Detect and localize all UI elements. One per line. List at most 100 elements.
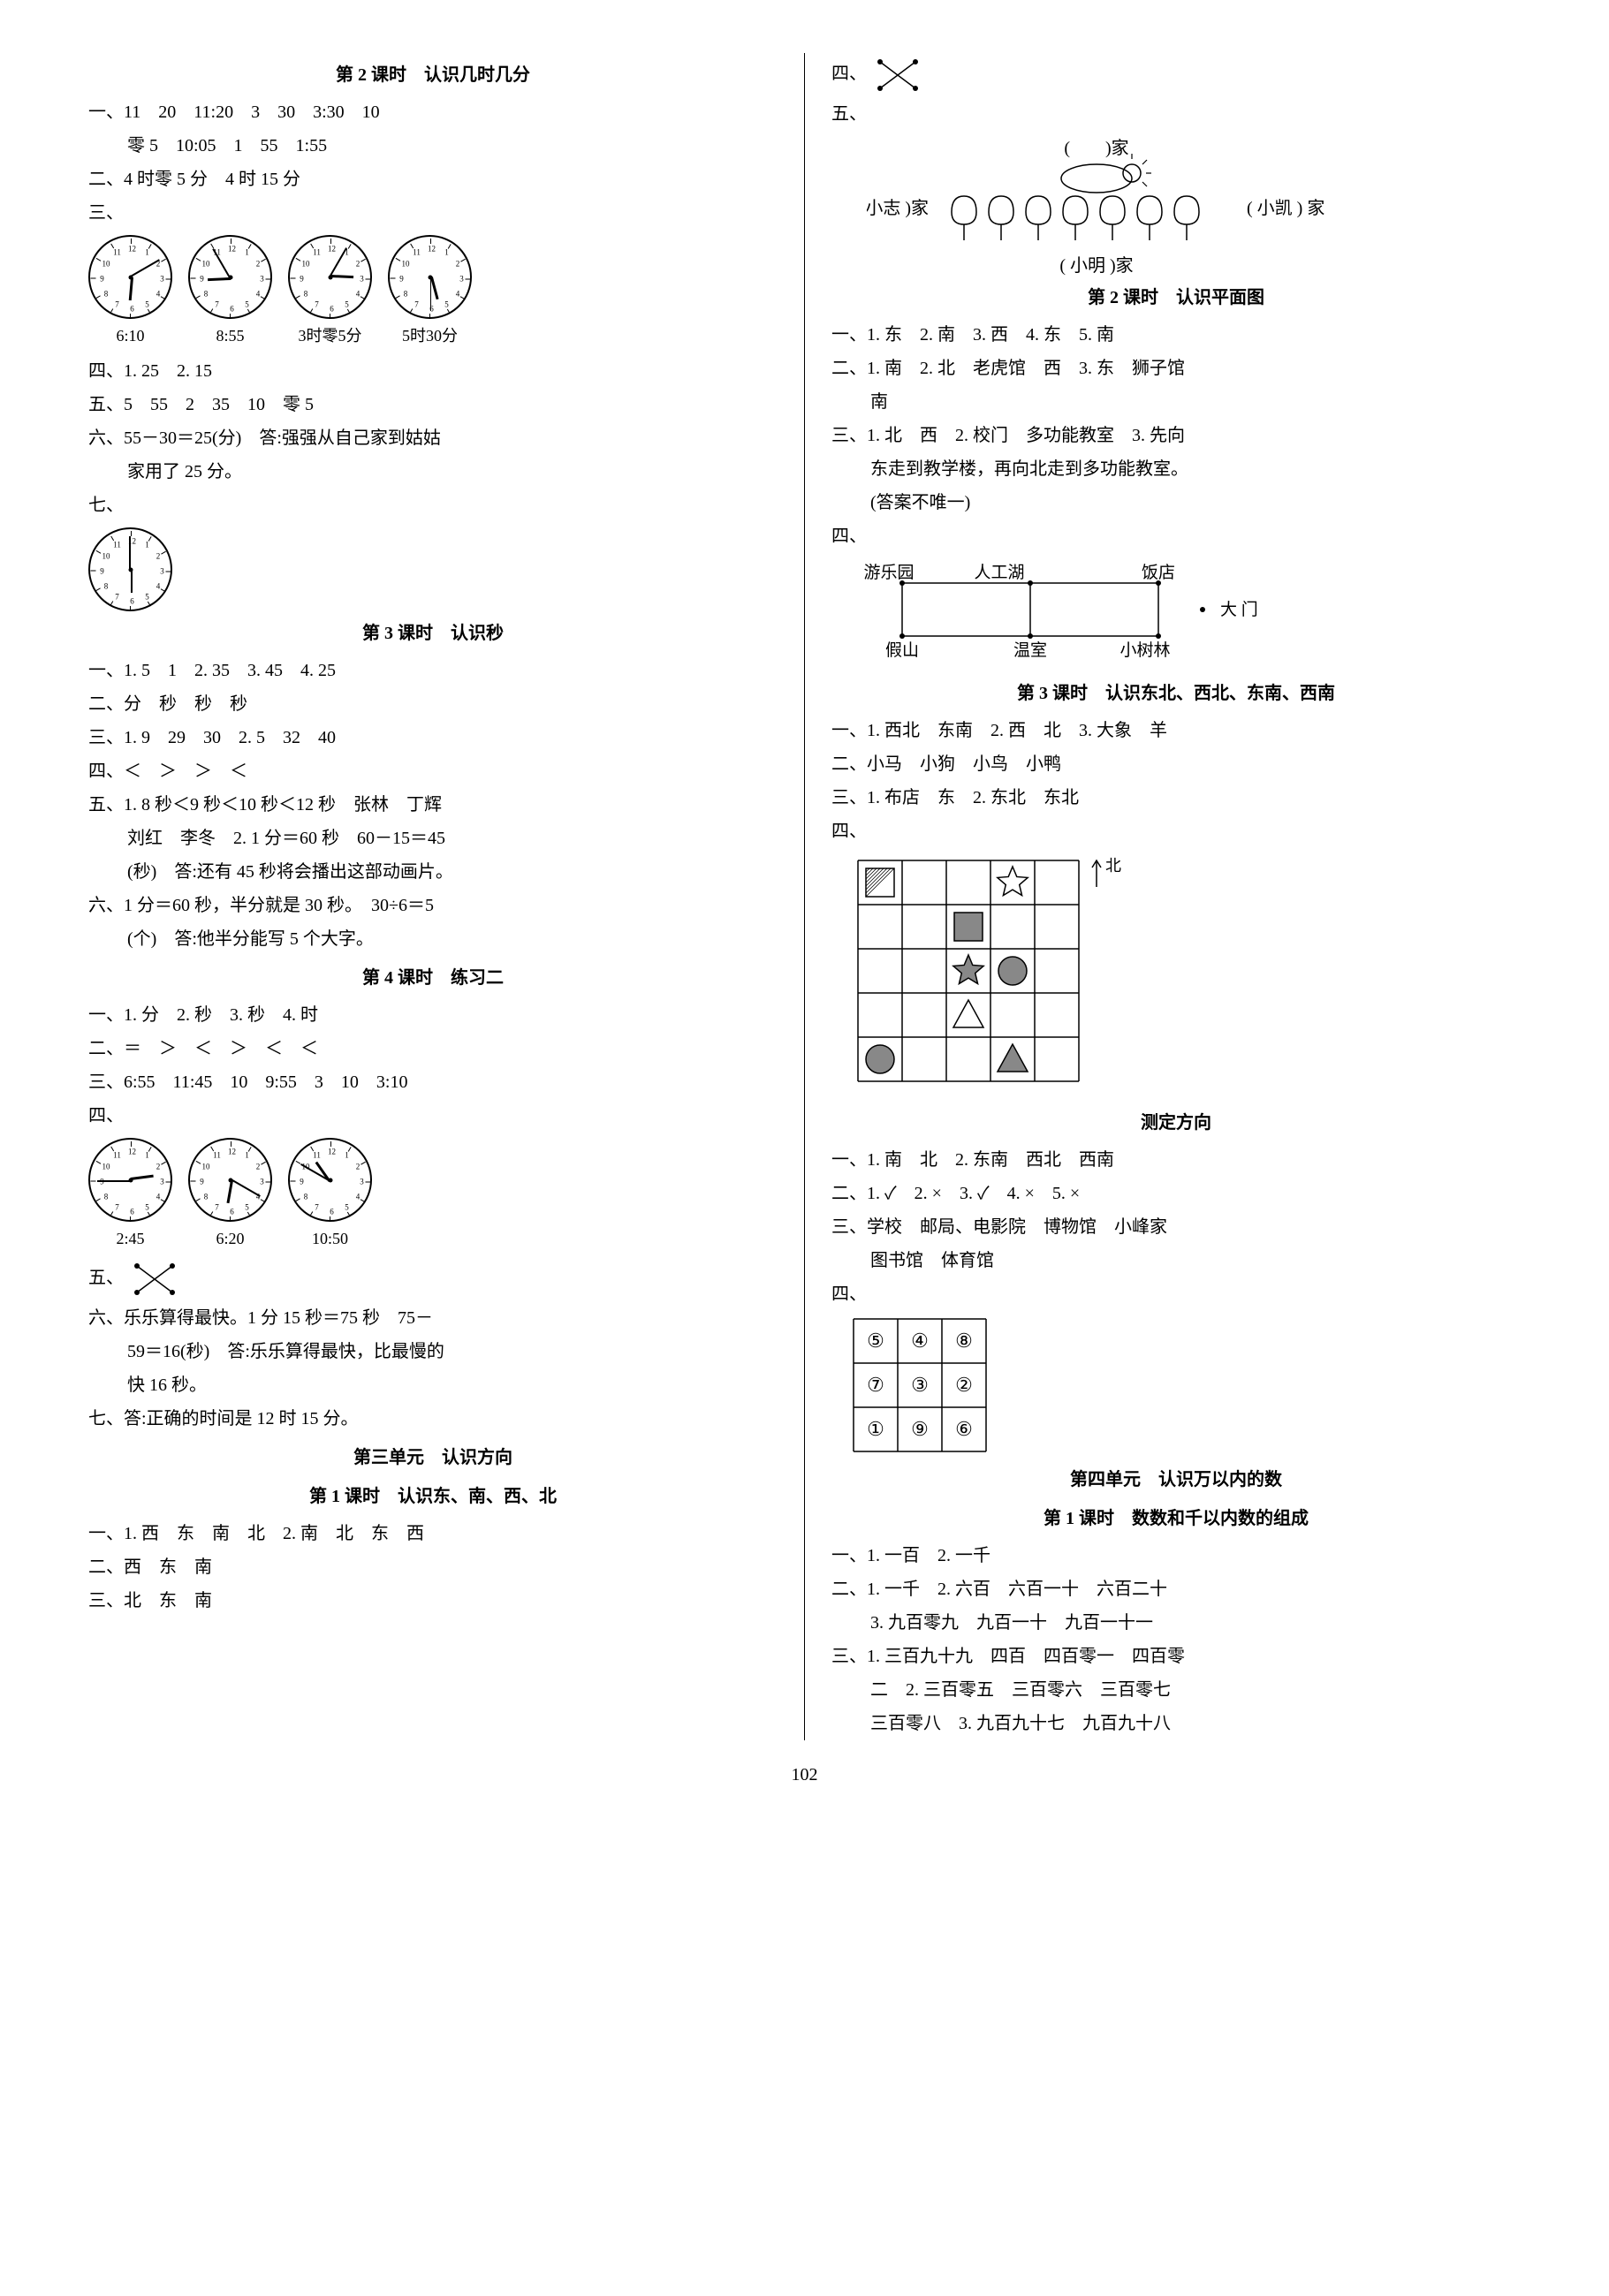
clock-label: 2:45	[116, 1224, 144, 1254]
house-top-label: ( )家	[1064, 138, 1128, 158]
svg-text:⑨: ⑨	[911, 1418, 929, 1440]
text-line: 东走到教学楼，再向北走到多功能教室。	[831, 452, 1521, 486]
section-title: 第 2 课时 认识平面图	[831, 281, 1521, 314]
text-line: 南	[831, 385, 1521, 419]
clock-label: 6:20	[216, 1224, 244, 1254]
number-table: ⑤④⑧⑦③②①⑨⑥	[849, 1315, 999, 1456]
text-line: 一、1. 一百 2. 一千	[831, 1539, 1521, 1572]
clock: 12123456789101110:50	[288, 1138, 372, 1254]
text-line: 三、6:55 11:45 10 9:55 3 10 3:10	[88, 1065, 778, 1099]
text-line: 3. 九百零九 九百一十 九百一十一	[831, 1606, 1521, 1640]
text-line: 二、1. ✓ 2. × 3. ✓ 4. × 5. ×	[831, 1177, 1521, 1210]
row-four: 四、	[831, 815, 1521, 848]
text-line: 二、分 秒 秒 秒	[88, 687, 778, 721]
row-five: 五、	[88, 1257, 778, 1301]
clock: 1212345678910118:55	[188, 235, 272, 351]
svg-text:⑧: ⑧	[955, 1330, 973, 1352]
column-divider	[804, 53, 805, 1740]
direction-grid: 北	[849, 852, 1132, 1099]
unit-title: 第三单元 认识方向	[88, 1441, 778, 1474]
clock-label: 3时零5分	[299, 321, 362, 351]
text-line: 一、1. 南 北 2. 东南 西北 西南	[831, 1143, 1521, 1177]
row-label: 三、	[88, 203, 124, 223]
text-line: 一、1. 东 2. 南 3. 西 4. 东 5. 南	[831, 318, 1521, 352]
text-line: 一、1. 西 东 南 北 2. 南 北 东 西	[88, 1517, 778, 1550]
text-line: 三、1. 9 29 30 2. 5 32 40	[88, 721, 778, 754]
clock-label: 6:10	[116, 321, 144, 351]
text-line: 六、1 分＝60 秒，半分就是 30 秒。 30÷6＝5	[88, 889, 778, 922]
text-line: (个) 答:他半分能写 5 个大字。	[88, 922, 778, 956]
text-line: 二、1. 南 2. 北 老虎馆 西 3. 东 狮子馆	[831, 352, 1521, 385]
clock-label: 10:50	[312, 1224, 348, 1254]
text-line: 二、小马 小狗 小鸟 小鸭	[831, 747, 1521, 781]
text-line: 五、1. 8 秒＜9 秒＜10 秒＜12 秒 张林 丁辉	[88, 788, 778, 822]
clock-row: 121234567891011	[88, 527, 778, 611]
text-line: 三、1. 布店 东 2. 东北 东北	[831, 781, 1521, 815]
row-label: 五、	[831, 104, 867, 124]
row-label: 四、	[88, 1106, 124, 1125]
row-label: 四、	[831, 64, 867, 84]
row-seven: 七、	[88, 489, 778, 522]
text-line: 刘红 李冬 2. 1 分＝60 秒 60－15＝45	[88, 822, 778, 855]
house-diagram: ( )家 ( 小志 )家 ( 小凯 ) 家 ( 小明 )家	[867, 134, 1326, 276]
svg-text:小树林: 小树林	[1119, 640, 1170, 660]
text-line: 四、1. 25 2. 15	[88, 354, 778, 388]
text-line: 一、11 20 11:20 3 30 3:30 10	[88, 95, 778, 129]
text-line: 六、乐乐算得最快。1 分 15 秒＝75 秒 75－	[88, 1301, 778, 1335]
svg-text:游乐园: 游乐园	[863, 563, 914, 582]
page-number: 102	[88, 1758, 1521, 1792]
section-title: 第 1 课时 认识东、南、西、北	[88, 1480, 778, 1513]
svg-text:大 门: 大 门	[1220, 600, 1258, 619]
row-four: 四、	[831, 1277, 1521, 1311]
text-line: 三百零八 3. 九百九十七 九百九十八	[831, 1707, 1521, 1740]
text-line: 三、北 东 南	[88, 1584, 778, 1618]
text-line: 四、＜ ＞ ＞ ＜	[88, 754, 778, 788]
text-line: 二、1. 一千 2. 六百 六百一十 六百二十	[831, 1572, 1521, 1606]
section-title: 第 4 课时 练习二	[88, 961, 778, 995]
map-diagram: 游乐园 人工湖 饭店 大 门 假山 温室 小树林	[849, 557, 1291, 671]
clock: 1212345678910116:10	[88, 235, 172, 351]
text-line: 二、4 时零 5 分 4 时 15 分	[88, 163, 778, 196]
cross-icon	[871, 53, 924, 97]
svg-text:③: ③	[911, 1374, 929, 1396]
text-line: 59＝16(秒) 答:乐乐算得最快，比最慢的	[88, 1335, 778, 1368]
clock-row: 1212345678910116:101212345678910118:5512…	[88, 235, 778, 351]
clock: 121234567891011	[88, 527, 172, 611]
unit-title: 第四单元 认识万以内的数	[831, 1463, 1521, 1497]
section-title: 第 3 课时 认识东北、西北、东南、西南	[831, 677, 1521, 710]
svg-text:⑤: ⑤	[867, 1330, 884, 1352]
row-label: 四、	[831, 527, 867, 546]
section-title: 第 2 课时 认识几时几分	[88, 58, 778, 92]
svg-text:②: ②	[955, 1374, 973, 1396]
text-line: (秒) 答:还有 45 秒将会播出这部动画片。	[88, 855, 778, 889]
svg-text:饭店: 饭店	[1142, 563, 1175, 582]
text-line: 二、西 东 南	[88, 1550, 778, 1584]
svg-text:①: ①	[867, 1418, 884, 1440]
text-line: (答案不唯一)	[831, 486, 1521, 519]
row-label: 七、	[88, 496, 124, 515]
text-line: 五、5 55 2 35 10 零 5	[88, 388, 778, 421]
left-column: 第 2 课时 认识几时几分 一、11 20 11:20 3 30 3:30 10…	[88, 53, 778, 1740]
clock: 1212345678910112:45	[88, 1138, 172, 1254]
text-line: 六、55－30＝25(分) 答:强强从自己家到姑姑	[88, 421, 778, 455]
clock: 1212345678910116:20	[188, 1138, 272, 1254]
row-four: 四、	[831, 53, 1521, 97]
text-line: 二、＝ ＞ ＜ ＞ ＜ ＜	[88, 1032, 778, 1065]
section-title: 第 3 课时 认识秒	[88, 617, 778, 650]
section-title: 第 1 课时 数数和千以内数的组成	[831, 1502, 1521, 1535]
clock-label: 8:55	[216, 321, 244, 351]
svg-text:人工湖: 人工湖	[974, 563, 1024, 582]
text-line: 三、学校 邮局、电影院 博物馆 小峰家	[831, 1210, 1521, 1244]
row-label: 四、	[831, 822, 867, 841]
text-line: 图书馆 体育馆	[831, 1244, 1521, 1277]
text-line: 家用了 25 分。	[88, 455, 778, 489]
right-column: 四、 五、 ( )家 ( 小志 )家 ( 小凯 ) 家 ( 小明 )家	[831, 53, 1521, 1740]
row-label: 五、	[88, 1269, 124, 1288]
text-line: 三、1. 北 西 2. 校门 多功能教室 3. 先向	[831, 419, 1521, 452]
svg-text:⑦: ⑦	[867, 1374, 884, 1396]
row-four: 四、	[88, 1099, 778, 1133]
row-three: 三、	[88, 196, 778, 230]
text-line: 七、答:正确的时间是 12 时 15 分。	[88, 1402, 778, 1436]
text-line: 零 5 10:05 1 55 1:55	[88, 129, 778, 163]
clock-row: 1212345678910112:451212345678910116:2012…	[88, 1138, 778, 1254]
